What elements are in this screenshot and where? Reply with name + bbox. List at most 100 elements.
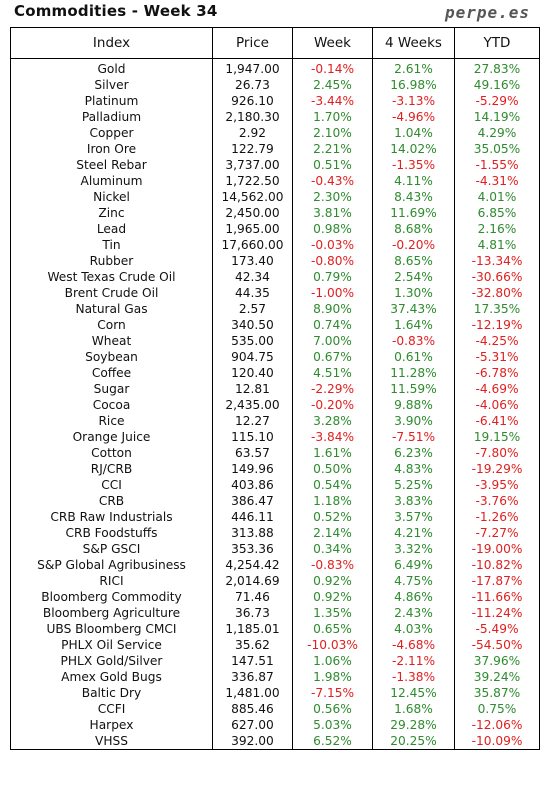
cell-price: 26.73 (212, 77, 293, 93)
cell-ytd: -4.25% (454, 333, 540, 349)
cell-week: 3.28% (292, 413, 373, 429)
cell-week: 6.52% (292, 733, 373, 750)
table-row: Baltic Dry 1,481.00 -7.15% 12.45% 35.87% (10, 685, 540, 701)
cell-price: 2,435.00 (212, 397, 293, 413)
cell-week: 1.06% (292, 653, 373, 669)
table-row: Sugar 12.81 -2.29% 11.59% -4.69% (10, 381, 540, 397)
cell-ytd: 0.75% (454, 701, 540, 717)
table-row: CRB Raw Industrials 446.11 0.52% 3.57% -1.26… (10, 509, 540, 525)
cell-price: 446.11 (212, 509, 293, 525)
cell-week: 0.92% (292, 573, 373, 589)
cell-index: PHLX Oil Service (10, 637, 213, 653)
cell-index: Harpex (10, 717, 213, 733)
cell-ytd: -7.27% (454, 525, 540, 541)
cell-index: Silver (10, 77, 213, 93)
cell-ytd: 39.24% (454, 669, 540, 685)
cell-price: 2.92 (212, 125, 293, 141)
table-row: Cocoa 2,435.00 -0.20% 9.88% -4.06% (10, 397, 540, 413)
column-header-index: Index (10, 27, 213, 59)
cell-week: -10.03% (292, 637, 373, 653)
cell-price: 336.87 (212, 669, 293, 685)
cell-week: -0.80% (292, 253, 373, 269)
cell-ytd: 4.81% (454, 237, 540, 253)
cell-week: 2.10% (292, 125, 373, 141)
cell-index: Sugar (10, 381, 213, 397)
cell-ytd: -3.76% (454, 493, 540, 509)
cell-week: 0.98% (292, 221, 373, 237)
cell-index: RJ/CRB (10, 461, 213, 477)
table-row: Soybean 904.75 0.67% 0.61% -5.31% (10, 349, 540, 365)
cell-price: 17,660.00 (212, 237, 293, 253)
cell-ytd: -10.82% (454, 557, 540, 573)
cell-price: 386.47 (212, 493, 293, 509)
cell-index: CRB Foodstuffs (10, 525, 213, 541)
cell-price: 392.00 (212, 733, 293, 750)
cell-week: 1.18% (292, 493, 373, 509)
cell-week: 0.54% (292, 477, 373, 493)
cell-price: 2,450.00 (212, 205, 293, 221)
cell-ytd: -6.78% (454, 365, 540, 381)
cell-week: 7.00% (292, 333, 373, 349)
cell-ytd: -12.19% (454, 317, 540, 333)
cell-4-weeks: 6.49% (372, 557, 455, 573)
cell-4-weeks: 4.21% (372, 525, 455, 541)
cell-ytd: 6.85% (454, 205, 540, 221)
cell-4-weeks: 8.43% (372, 189, 455, 205)
cell-4-weeks: 4.83% (372, 461, 455, 477)
table-row: PHLX Oil Service 35.62 -10.03% -4.68% -54.50… (10, 637, 540, 653)
cell-week: -1.00% (292, 285, 373, 301)
cell-price: 149.96 (212, 461, 293, 477)
table-row: West Texas Crude Oil 42.34 0.79% 2.54% -30.6… (10, 269, 540, 285)
cell-index: Aluminum (10, 173, 213, 189)
cell-index: CRB Raw Industrials (10, 509, 213, 525)
table-row: Zinc 2,450.00 3.81% 11.69% 6.85% (10, 205, 540, 221)
page-title: Commodities - Week 34 (14, 2, 218, 20)
table-row: UBS Bloomberg CMCI 1,185.01 0.65% 4.03% -5.4… (10, 621, 540, 637)
cell-index: VHSS (10, 733, 213, 750)
cell-ytd: -19.00% (454, 541, 540, 557)
cell-index: Lead (10, 221, 213, 237)
cell-ytd: 35.87% (454, 685, 540, 701)
cell-week: 1.70% (292, 109, 373, 125)
cell-ytd: -12.06% (454, 717, 540, 733)
cell-price: 12.27 (212, 413, 293, 429)
cell-index: CCFI (10, 701, 213, 717)
cell-ytd: -4.06% (454, 397, 540, 413)
table-row: Rubber 173.40 -0.80% 8.65% -13.34% (10, 253, 540, 269)
cell-week: -0.83% (292, 557, 373, 573)
cell-index: Rice (10, 413, 213, 429)
cell-price: 340.50 (212, 317, 293, 333)
cell-index: Corn (10, 317, 213, 333)
cell-week: -7.15% (292, 685, 373, 701)
table-row: RICI 2,014.69 0.92% 4.75% -17.87% (10, 573, 540, 589)
cell-4-weeks: 4.03% (372, 621, 455, 637)
cell-4-weeks: 3.83% (372, 493, 455, 509)
cell-week: 0.74% (292, 317, 373, 333)
cell-price: 353.36 (212, 541, 293, 557)
cell-price: 3,737.00 (212, 157, 293, 173)
cell-price: 904.75 (212, 349, 293, 365)
cell-4-weeks: -0.83% (372, 333, 455, 349)
table-row: Palladium 2,180.30 1.70% -4.96% 14.19% (10, 109, 540, 125)
table-row: Steel Rebar 3,737.00 0.51% -1.35% -1.55% (10, 157, 540, 173)
table-row: S&P Global Agribusiness 4,254.42 -0.83% 6.4… (10, 557, 540, 573)
cell-price: 71.46 (212, 589, 293, 605)
cell-4-weeks: 4.86% (372, 589, 455, 605)
cell-4-weeks: 9.88% (372, 397, 455, 413)
cell-week: -0.20% (292, 397, 373, 413)
table-row: CCI 403.86 0.54% 5.25% -3.95% (10, 477, 540, 493)
cell-ytd: 27.83% (454, 58, 540, 77)
cell-index: CCI (10, 477, 213, 493)
cell-4-weeks: 5.25% (372, 477, 455, 493)
cell-ytd: -6.41% (454, 413, 540, 429)
cell-price: 1,947.00 (212, 58, 293, 77)
cell-ytd: -1.26% (454, 509, 540, 525)
cell-4-weeks: 3.32% (372, 541, 455, 557)
cell-4-weeks: 0.61% (372, 349, 455, 365)
cell-index: Wheat (10, 333, 213, 349)
table-header-row: Index Price Week 4 Weeks YTD (10, 27, 540, 59)
cell-index: Platinum (10, 93, 213, 109)
cell-index: RICI (10, 573, 213, 589)
cell-index: Copper (10, 125, 213, 141)
cell-price: 36.73 (212, 605, 293, 621)
